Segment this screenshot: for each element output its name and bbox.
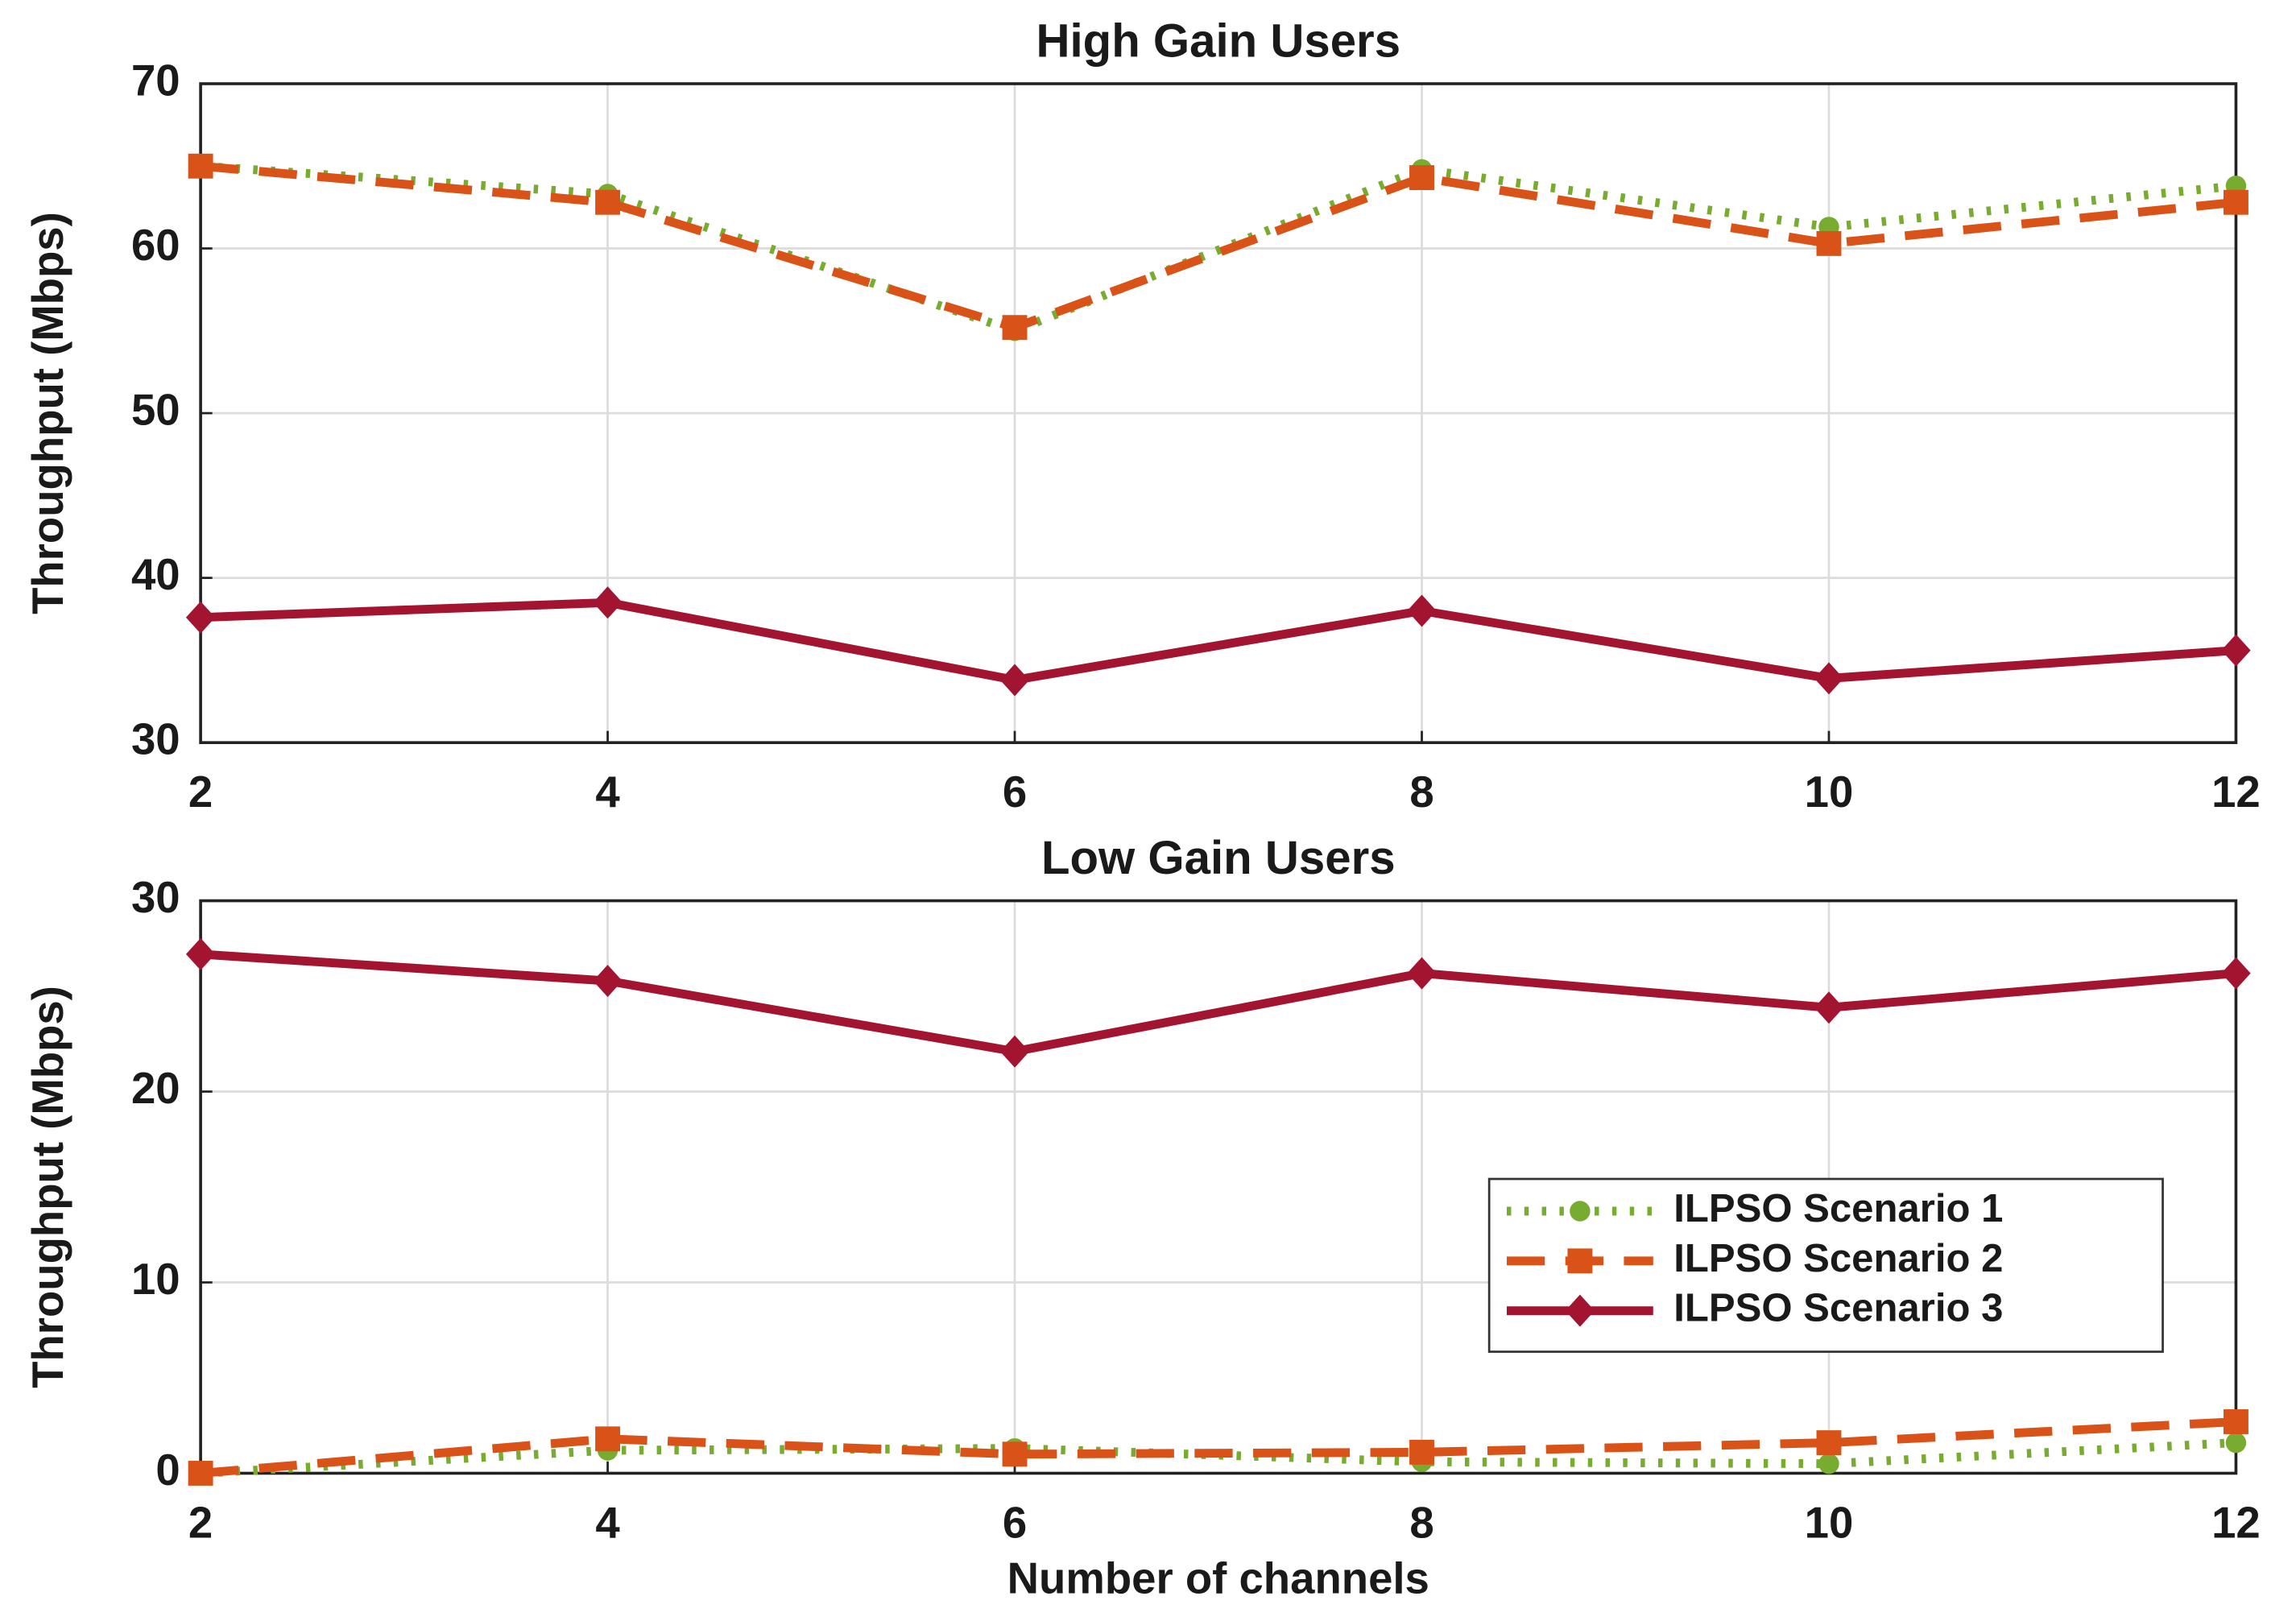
chart-title: High Gain Users <box>1036 14 1400 67</box>
legend-marker <box>1570 1201 1591 1222</box>
marker <box>1409 165 1434 191</box>
marker <box>1816 1430 1842 1456</box>
legend-label: ILPSO Scenario 2 <box>1673 1237 2003 1280</box>
series-line <box>200 1417 2236 1478</box>
marker <box>593 586 623 619</box>
axes-frame <box>199 899 2238 1475</box>
x-tick-label: 4 <box>595 767 620 817</box>
x-tick-label: 8 <box>1409 1498 1433 1547</box>
marker <box>2223 1409 2248 1434</box>
legend-marker <box>1567 1248 1593 1274</box>
series-line <box>200 161 2237 336</box>
y-tick-label: 20 <box>131 1064 180 1113</box>
series-line <box>200 598 2236 684</box>
x-tick-label: 12 <box>2211 1498 2261 1547</box>
marker <box>185 601 216 634</box>
legend-marker <box>1565 1294 1595 1327</box>
y-tick-label: 30 <box>131 715 180 764</box>
y-tick-label: 70 <box>131 56 180 105</box>
y-tick-label: 0 <box>155 1445 180 1495</box>
chart-title: Low Gain Users <box>1041 832 1396 884</box>
legend-label: ILPSO Scenario 3 <box>1673 1287 2003 1330</box>
y-axis-label: Throughput (Mbps) <box>23 212 72 614</box>
x-tick-label: 8 <box>1409 767 1433 817</box>
marker <box>999 1035 1030 1068</box>
marker <box>1407 594 1437 627</box>
marker <box>188 1461 213 1486</box>
marker <box>593 965 623 998</box>
marker <box>595 1426 621 1452</box>
marker <box>1002 315 1028 341</box>
marker <box>1409 1439 1434 1465</box>
x-tick-label: 6 <box>1003 1498 1027 1547</box>
y-tick-label: 50 <box>131 385 180 434</box>
x-tick-label: 10 <box>1805 767 1854 817</box>
y-axis-label: Throughput (Mbps) <box>23 986 72 1388</box>
axes-frame <box>199 82 2238 744</box>
x-tick-label: 10 <box>1805 1498 1854 1547</box>
marker <box>2223 189 2248 215</box>
x-axis-label: Number of channels <box>1007 1553 1429 1603</box>
marker <box>1818 1453 1839 1474</box>
marker <box>1816 230 1842 256</box>
y-tick-label: 30 <box>131 873 180 922</box>
x-tick-label: 4 <box>595 1498 620 1547</box>
x-tick-label: 2 <box>188 767 213 817</box>
x-tick-label: 12 <box>2211 767 2261 817</box>
marker <box>188 153 213 179</box>
marker <box>185 937 216 970</box>
x-tick-label: 6 <box>1003 767 1027 817</box>
marker <box>595 189 621 215</box>
y-tick-label: 10 <box>131 1255 180 1304</box>
series-line <box>200 949 2236 1057</box>
x-tick-label: 2 <box>188 1498 213 1547</box>
marker <box>1002 1441 1028 1467</box>
legend-label: ILPSO Scenario 1 <box>1673 1187 2003 1230</box>
y-tick-label: 60 <box>131 221 180 270</box>
marker <box>2225 1432 2247 1454</box>
y-tick-label: 40 <box>131 550 180 599</box>
